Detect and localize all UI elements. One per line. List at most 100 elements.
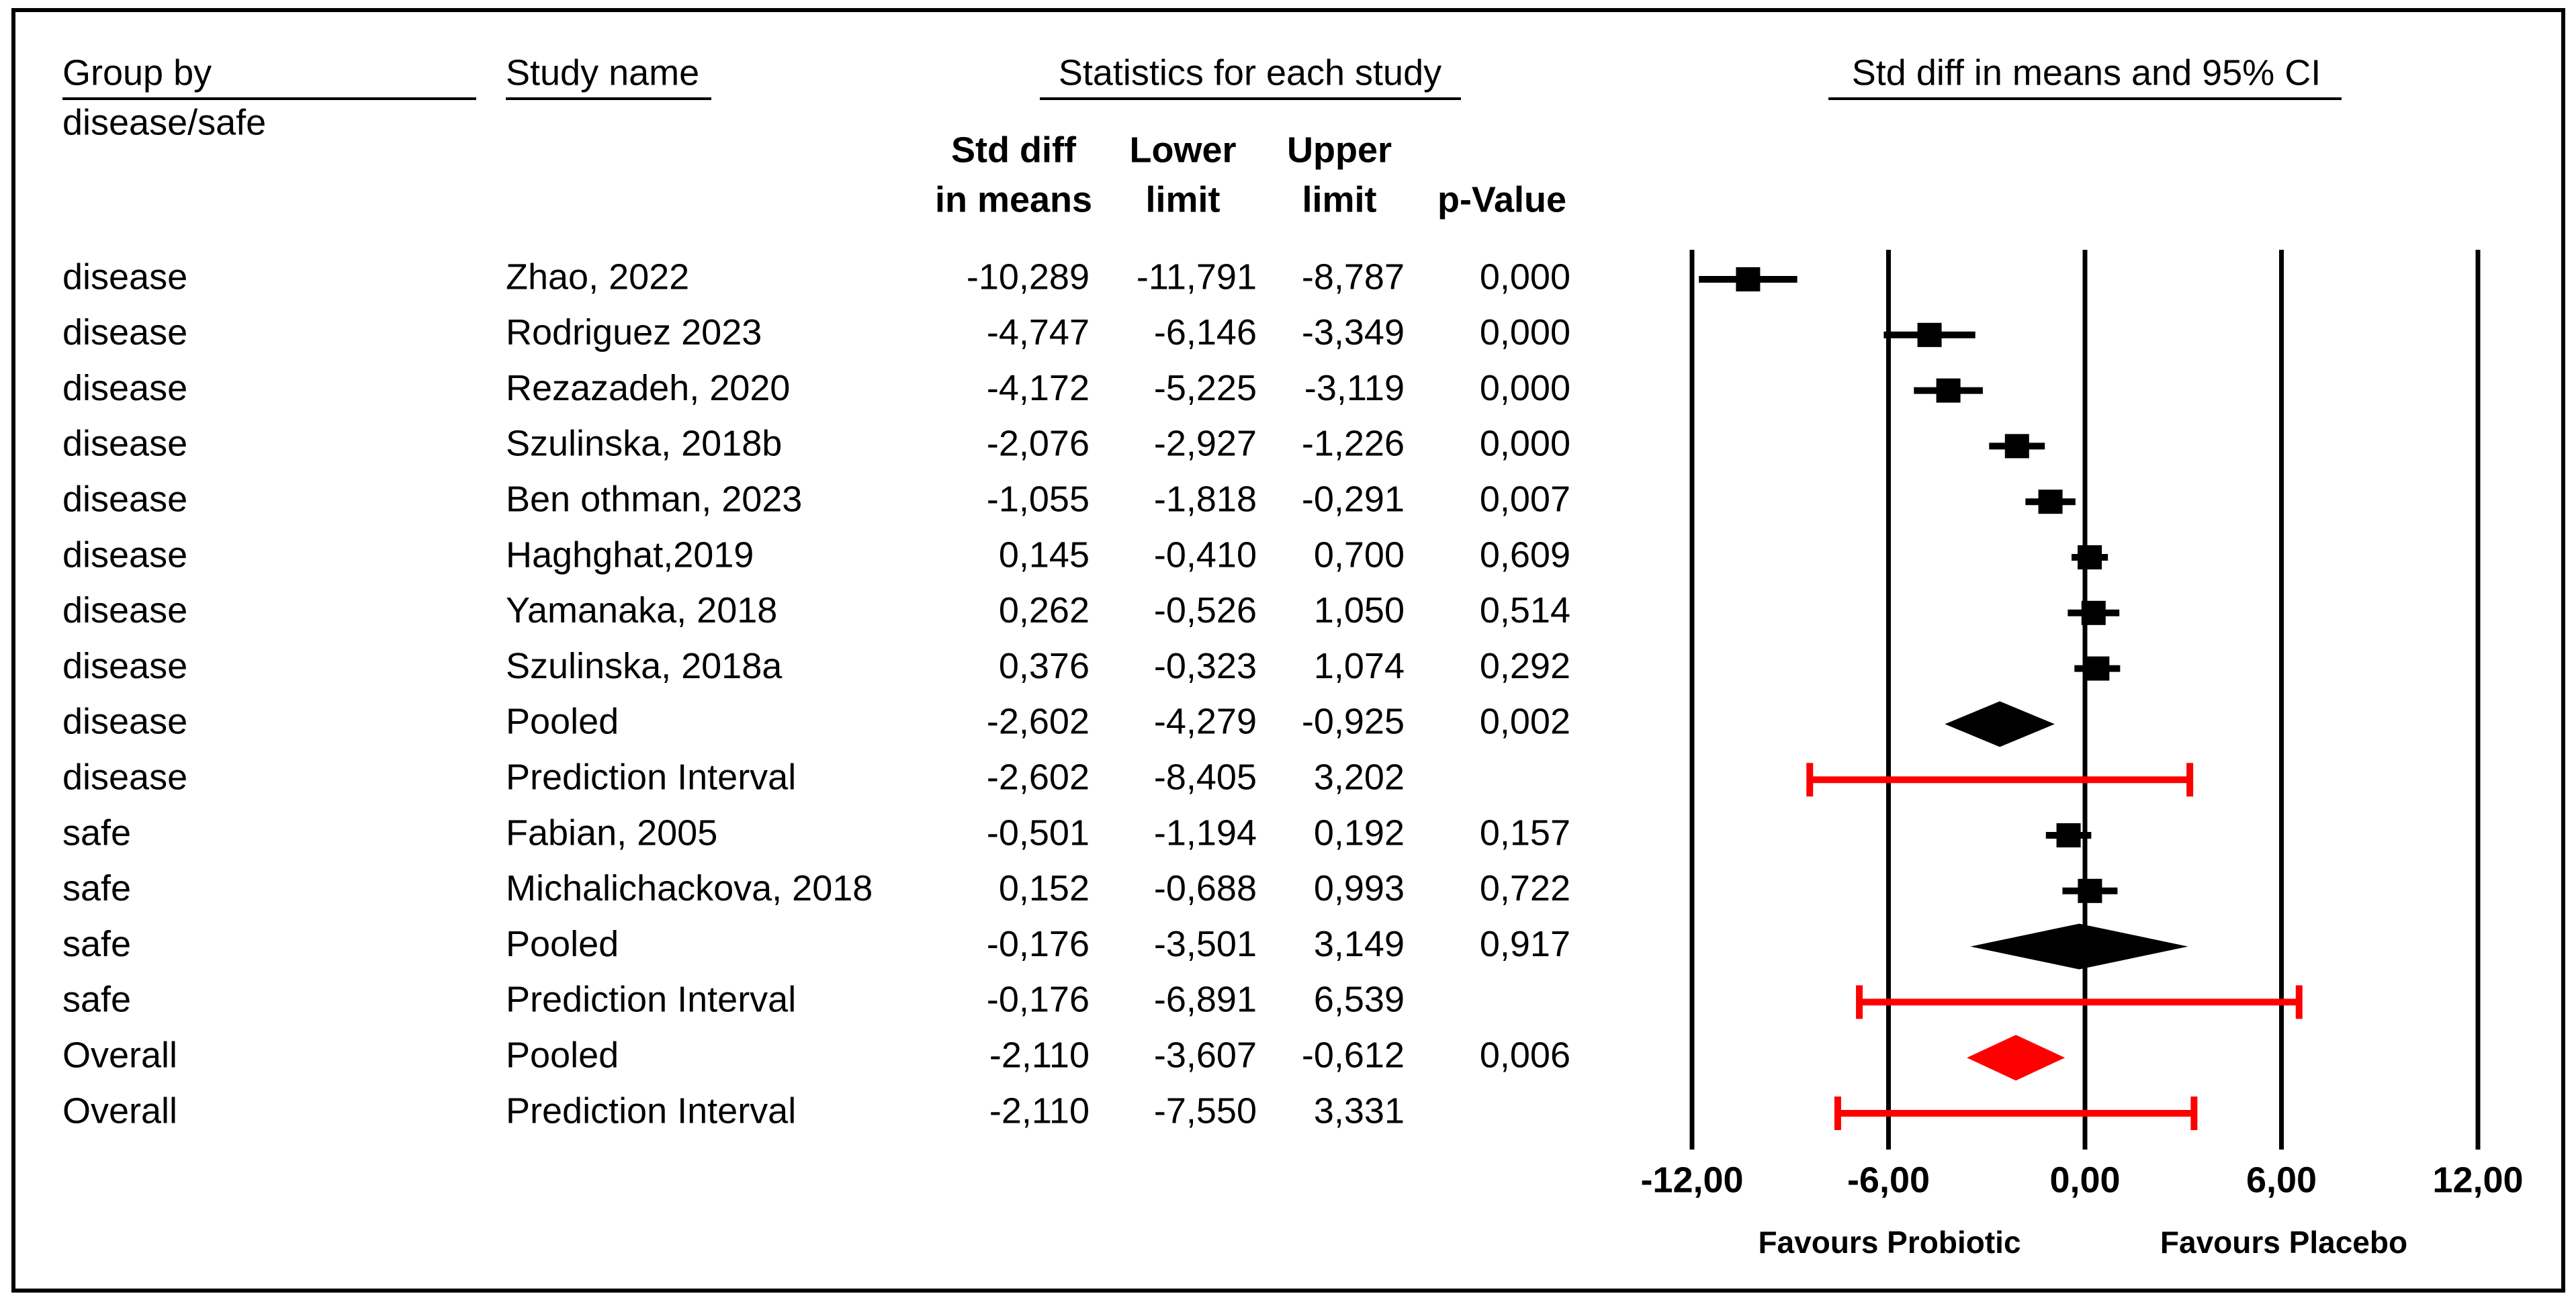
- upper-value: 0,192: [1314, 812, 1405, 853]
- x-tick-label: -6,00: [1847, 1160, 1930, 1200]
- study-label: Rodriguez 2023: [506, 312, 762, 353]
- group-label: Overall: [62, 1090, 177, 1131]
- estimate-square: [2078, 545, 2102, 569]
- p-value: 0,157: [1480, 812, 1570, 853]
- group-label: disease: [62, 590, 187, 631]
- study-label: Pooled: [506, 702, 619, 742]
- pooled-diamond: [1945, 701, 2055, 747]
- lower-value: -0,526: [1154, 590, 1257, 631]
- lower-value: -3,607: [1154, 1035, 1257, 1075]
- study-label: Zhao, 2022: [506, 257, 689, 297]
- upper-value: 1,050: [1314, 590, 1405, 631]
- estimate-value: 0,152: [999, 868, 1090, 909]
- header-lower: limit: [1145, 179, 1220, 220]
- upper-value: 1,074: [1314, 646, 1405, 686]
- estimate-value: -2,602: [987, 702, 1090, 742]
- estimate-value: 0,145: [999, 534, 1090, 575]
- group-label: disease: [62, 368, 187, 408]
- estimate-value: -4,172: [987, 368, 1090, 408]
- lower-value: -7,550: [1154, 1090, 1257, 1131]
- x-tick-label: 6,00: [2246, 1160, 2317, 1200]
- lower-value: -2,927: [1154, 424, 1257, 464]
- estimate-value: -2,076: [987, 424, 1090, 464]
- lower-value: -0,323: [1154, 646, 1257, 686]
- upper-value: 3,202: [1314, 757, 1405, 797]
- estimate-value: 0,376: [999, 646, 1090, 686]
- estimate-square: [1936, 378, 1961, 403]
- upper-value: -3,119: [1304, 368, 1405, 408]
- p-value: 0,609: [1480, 534, 1570, 575]
- p-value: 0,002: [1480, 702, 1570, 742]
- p-value: 0,917: [1480, 924, 1570, 964]
- study-label: Szulinska, 2018a: [506, 646, 783, 686]
- upper-value: -0,612: [1302, 1035, 1405, 1075]
- estimate-value: -2,110: [989, 1035, 1090, 1075]
- estimate-square: [2004, 434, 2029, 459]
- group-label: disease: [62, 257, 187, 297]
- study-label: Prediction Interval: [506, 980, 796, 1020]
- header-p-value: p-Value: [1437, 179, 1566, 220]
- header-plot: Std diff in means and 95% CI: [1852, 52, 2321, 93]
- header-lower: Lower: [1129, 130, 1236, 170]
- x-tick-label: 0,00: [2049, 1160, 2120, 1200]
- estimate-value: -0,501: [987, 812, 1090, 853]
- lower-value: -0,410: [1154, 534, 1257, 575]
- study-label: Haghghat,2019: [506, 534, 754, 575]
- lower-value: -11,791: [1137, 257, 1257, 297]
- group-label: disease: [62, 702, 187, 742]
- upper-value: 6,539: [1314, 980, 1405, 1020]
- estimate-value: -10,289: [967, 257, 1090, 297]
- group-label: disease: [62, 312, 187, 353]
- study-label: Ben othman, 2023: [506, 479, 802, 519]
- group-label: safe: [62, 812, 131, 853]
- upper-value: 0,700: [1314, 534, 1405, 575]
- upper-value: -1,226: [1302, 424, 1405, 464]
- p-value: 0,514: [1480, 590, 1570, 631]
- estimate-square: [1917, 322, 1942, 347]
- study-label: Fabian, 2005: [506, 812, 717, 853]
- header-group-sub: disease/safe: [62, 102, 266, 142]
- group-label: disease: [62, 424, 187, 464]
- p-value: 0,000: [1480, 424, 1570, 464]
- x-tick-label: 12,00: [2432, 1160, 2523, 1200]
- lower-value: -1,818: [1154, 479, 1257, 519]
- study-label: Rezazadeh, 2020: [506, 368, 790, 408]
- study-label: Prediction Interval: [506, 757, 796, 797]
- frame: [11, 8, 2565, 1293]
- lower-value: -0,688: [1154, 868, 1257, 909]
- favours-left: Favours Probiotic: [1758, 1225, 2020, 1260]
- estimate-square: [1736, 267, 1761, 291]
- group-label: disease: [62, 534, 187, 575]
- group-label: safe: [62, 868, 131, 909]
- lower-value: -8,405: [1154, 757, 1257, 797]
- estimate-value: -0,176: [987, 980, 1090, 1020]
- header-study: Study name: [506, 52, 699, 93]
- study-label: Pooled: [506, 1035, 619, 1075]
- upper-value: -3,349: [1302, 312, 1405, 353]
- estimate-square: [2078, 878, 2102, 903]
- lower-value: -4,279: [1154, 702, 1257, 742]
- lower-value: -6,891: [1154, 980, 1257, 1020]
- pooled-diamond: [1970, 923, 2188, 970]
- p-value: 0,006: [1480, 1035, 1570, 1075]
- study-label: Prediction Interval: [506, 1090, 796, 1131]
- upper-value: -0,925: [1302, 702, 1405, 742]
- favours-right: Favours Placebo: [2160, 1225, 2407, 1260]
- estimate-value: -0,176: [987, 924, 1090, 964]
- study-label: Pooled: [506, 924, 619, 964]
- estimate-value: -2,602: [987, 757, 1090, 797]
- p-value: 0,000: [1480, 312, 1570, 353]
- header-estimate: in means: [935, 179, 1092, 220]
- upper-value: -0,291: [1302, 479, 1405, 519]
- x-tick-label: -12,00: [1640, 1160, 1743, 1200]
- estimate-square: [2085, 656, 2110, 681]
- estimate-value: -4,747: [987, 312, 1090, 353]
- lower-value: -6,146: [1154, 312, 1257, 353]
- estimate-square: [2081, 600, 2106, 625]
- study-label: Szulinska, 2018b: [506, 424, 782, 464]
- header-group: Group by: [62, 52, 212, 93]
- p-value: 0,722: [1480, 868, 1570, 909]
- group-label: disease: [62, 646, 187, 686]
- group-label: disease: [62, 757, 187, 797]
- group-label: Overall: [62, 1035, 177, 1075]
